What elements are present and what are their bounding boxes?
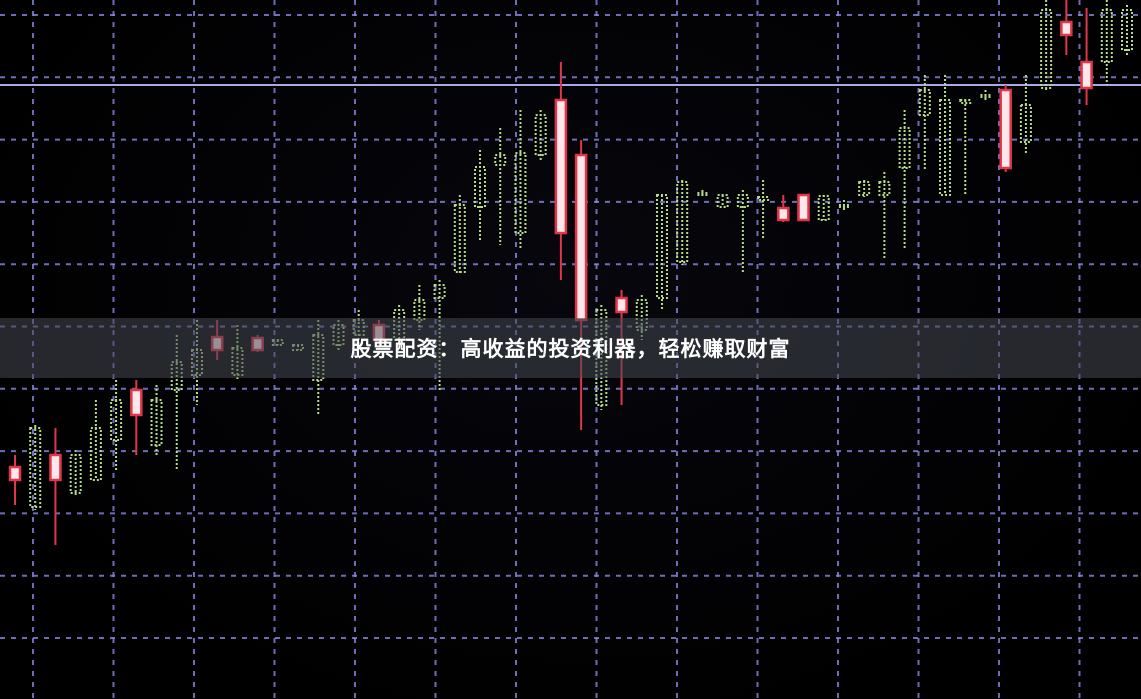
candle-body: [89, 427, 102, 481]
candle-body: [1121, 9, 1133, 51]
candle-body: [1080, 60, 1093, 90]
candle-body: [574, 153, 588, 322]
candle-body: [757, 196, 770, 201]
candle-body: [777, 206, 790, 222]
candle-body: [534, 114, 547, 156]
candle-body: [979, 94, 992, 98]
caption-banner: 股票配资：高收益的投资利器，轻松赚取财富: [0, 318, 1141, 378]
candle-body: [999, 88, 1012, 170]
candle-body: [696, 192, 709, 196]
candle-body: [413, 299, 426, 321]
candle-body: [554, 98, 568, 235]
candle-body: [918, 89, 931, 116]
caption-text: 股票配资：高收益的投资利器，轻松赚取财富: [350, 337, 791, 361]
candle-body: [130, 388, 143, 417]
candle-body: [858, 181, 871, 196]
candle-body: [494, 154, 507, 166]
candle-body: [716, 194, 729, 208]
candle-body: [8, 465, 22, 482]
candle-body: [433, 284, 446, 299]
candle-body: [1100, 9, 1113, 63]
candle-body: [1019, 104, 1032, 143]
candle-body: [29, 427, 42, 508]
candle-body: [49, 453, 62, 482]
candle-body: [898, 127, 911, 169]
candle-body: [676, 181, 689, 263]
candle-body: [514, 152, 527, 234]
candle-body: [817, 195, 830, 221]
candle-body: [615, 296, 628, 314]
candle-body: [878, 181, 891, 196]
candle-body: [150, 399, 163, 446]
candle-body: [69, 454, 82, 494]
candle-body: [939, 99, 952, 196]
candle-body: [1040, 9, 1053, 89]
candle-body: [736, 194, 749, 208]
candle-body: [453, 204, 466, 273]
candle-body: [959, 99, 972, 104]
candle-body: [1060, 20, 1073, 37]
candle-body: [655, 194, 668, 299]
candle-body: [110, 399, 123, 441]
candle-body: [797, 193, 810, 222]
candle-body: [474, 166, 487, 208]
candle-body: [837, 204, 850, 208]
